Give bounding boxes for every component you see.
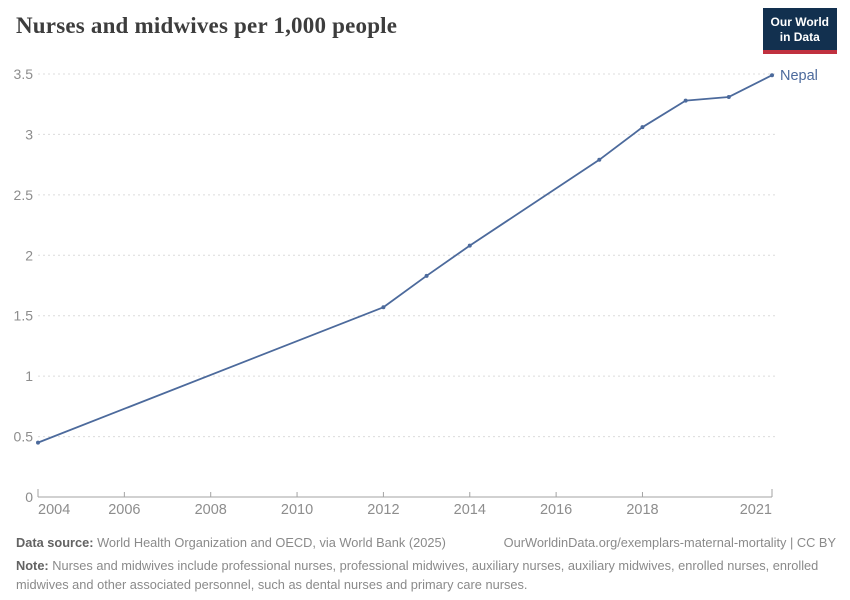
line-chart: 0 0.5 1 1.5 2 2.5 3 3.5 2004 2006 2008 2010 2012 2014…	[14, 66, 818, 518]
chart-note: Note: Nurses and midwives include profes…	[16, 556, 836, 594]
y-tick-label: 1.5	[14, 308, 34, 324]
data-point[interactable]	[597, 157, 602, 162]
x-tick-label: 2014	[454, 502, 486, 518]
page-title: Nurses and midwives per 1,000 people	[16, 13, 398, 38]
note-text: Nurses and midwives include professional…	[16, 558, 819, 593]
x-tick-label: 2016	[540, 502, 572, 518]
x-tick-label: 2008	[195, 502, 227, 518]
data-point[interactable]	[770, 73, 774, 78]
owid-logo[interactable]: Our World in Data	[762, 8, 837, 54]
x-tick-label: 2010	[281, 502, 313, 518]
data-point[interactable]	[381, 305, 386, 310]
y-tick-label: 0.5	[14, 429, 34, 445]
data-point[interactable]	[683, 98, 688, 103]
series-end-label[interactable]: Nepal	[780, 68, 818, 84]
data-source-text: World Health Organization and OECD, via …	[93, 535, 446, 550]
chart-footer: Data source: World Health Organization a…	[16, 533, 836, 595]
y-tick-label: 2.5	[14, 187, 34, 203]
data-source-label: Data source:	[16, 535, 94, 550]
data-point[interactable]	[640, 125, 645, 130]
citation-link[interactable]: OurWorldinData.org/exemplars-maternal-mo…	[503, 535, 836, 550]
y-tick-label: 3	[25, 126, 33, 142]
note-label: Note:	[16, 558, 49, 574]
y-tick-label: 3.5	[14, 66, 34, 82]
y-tick-label: 0	[25, 489, 33, 505]
data-point[interactable]	[467, 243, 472, 248]
y-tick-label: 1	[25, 368, 33, 384]
y-tick-label: 2	[25, 247, 33, 263]
owid-logo-line1: Our World	[770, 15, 829, 29]
data-point[interactable]	[424, 273, 429, 278]
data-point[interactable]	[36, 440, 40, 445]
x-tick-label: 2012	[367, 502, 399, 518]
data-point[interactable]	[726, 94, 731, 99]
x-tick-label: 2018	[626, 502, 658, 518]
owid-logo-line2: in Data	[779, 30, 820, 44]
x-tick-label: 2006	[108, 502, 140, 518]
x-tick-label: 2004	[38, 502, 70, 518]
series-line[interactable]	[37, 74, 773, 444]
x-tick-label: 2021	[740, 502, 772, 518]
data-source: Data source: World Health Organization a…	[16, 533, 446, 552]
